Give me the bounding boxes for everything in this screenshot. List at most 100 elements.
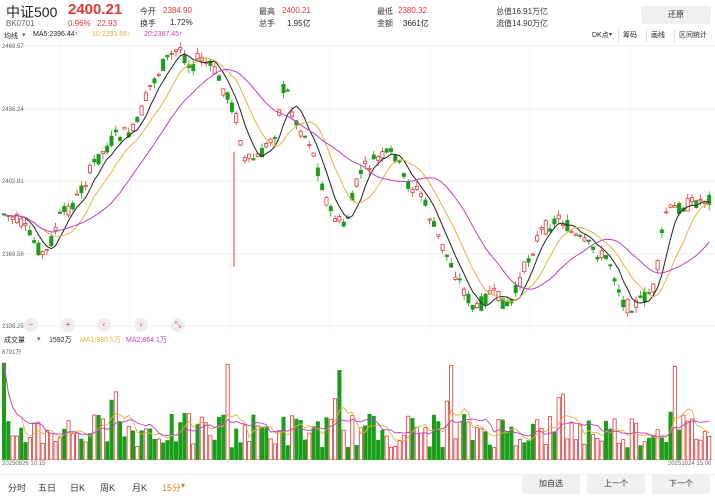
candle <box>659 227 664 239</box>
candle <box>195 47 200 62</box>
volume-bar <box>354 444 359 460</box>
candle <box>668 204 673 209</box>
zoom-in-button[interactable]: + <box>61 318 75 332</box>
volume-bar <box>45 429 50 460</box>
volume-bar <box>466 421 471 460</box>
volume-bar <box>216 417 221 460</box>
tab-weekly-k[interactable]: 周K <box>100 483 116 493</box>
volume-chart[interactable] <box>0 350 715 460</box>
volume-selector[interactable]: 成交量 <box>4 337 25 344</box>
volume-bar <box>604 420 609 460</box>
low-value: 2380.32 <box>398 6 427 15</box>
volume-bar <box>573 439 578 460</box>
candle <box>539 225 544 235</box>
volume-bar <box>79 438 84 460</box>
volume-bar <box>113 391 118 460</box>
volume-bar <box>569 422 574 460</box>
candle <box>45 249 50 256</box>
volume-bar <box>247 441 252 460</box>
amount-value: 3661亿 <box>403 19 429 28</box>
candle <box>513 280 518 297</box>
candle <box>156 72 161 78</box>
volume-bar <box>109 399 114 460</box>
tab-five-day[interactable]: 五日 <box>38 483 57 493</box>
candle <box>109 130 114 148</box>
volume-bar <box>548 416 553 460</box>
candle <box>672 201 677 208</box>
volume-legend: 成交量 ▾ 1592万 MA1:980.5万 MA2:864.1万 <box>0 333 715 345</box>
candle <box>694 199 699 209</box>
volume-bar <box>444 400 449 460</box>
candle <box>410 187 415 197</box>
candle <box>229 99 234 114</box>
candle <box>298 129 303 139</box>
zoom-out-button[interactable]: − <box>24 318 38 332</box>
volume-bar <box>595 438 600 460</box>
tab-daily-k[interactable]: 日K <box>70 483 86 493</box>
candle <box>548 224 553 233</box>
candle <box>122 126 127 130</box>
volume-dropdown-icon[interactable]: ▾ <box>37 336 41 343</box>
candle <box>522 261 527 274</box>
candle <box>311 152 316 157</box>
volume-bar <box>350 415 355 460</box>
tab-intraday[interactable]: 分时 <box>8 483 27 493</box>
candle <box>186 60 191 74</box>
volume-bar <box>53 441 58 460</box>
add-watchlist-button[interactable]: 加自选 <box>522 474 580 494</box>
volume-bar <box>165 440 170 460</box>
volume-bar <box>500 419 505 460</box>
tab-chips[interactable]: 筹码 <box>618 29 637 42</box>
candle <box>401 172 406 179</box>
turnover-label: 换手 <box>140 19 156 28</box>
candle <box>634 296 639 313</box>
candle <box>612 276 617 285</box>
next-button[interactable]: 下一个 <box>652 474 710 494</box>
candle <box>419 191 424 202</box>
candle <box>397 160 402 164</box>
previous-button[interactable]: 上一个 <box>587 474 645 494</box>
tab-draw-line[interactable]: 画线 <box>646 29 665 42</box>
scroll-right-button[interactable]: › <box>134 318 148 332</box>
candle <box>324 196 329 207</box>
volume-bar <box>393 445 398 460</box>
volume-bar <box>307 432 312 460</box>
volume-bar <box>685 420 690 460</box>
tab-15min-dropdown-icon[interactable]: ▾ <box>181 481 186 490</box>
volume-bar <box>608 428 613 460</box>
reset-button[interactable]: 还原 <box>641 6 711 24</box>
candle <box>333 215 338 222</box>
volume-bar <box>324 417 329 460</box>
volume-bar <box>302 439 307 460</box>
candle <box>53 222 58 235</box>
candle <box>573 232 578 237</box>
volume-bar <box>513 445 518 460</box>
candle <box>221 88 226 98</box>
volume-bar <box>341 429 346 460</box>
volume-ma2-line <box>3 363 710 437</box>
candle <box>384 148 389 155</box>
volume-bar <box>255 425 260 460</box>
volume-max-label: 6791万 <box>2 350 22 356</box>
float-market-value: 流值14.90万亿 <box>496 19 549 28</box>
volume-bar <box>135 445 140 460</box>
candlestick-chart[interactable] <box>0 42 715 332</box>
dk-dropdown-icon[interactable]: ▾ <box>609 32 613 38</box>
fullscreen-button[interactable]: ⤡ <box>171 318 185 332</box>
tab-15min[interactable]: 15分 <box>162 483 182 493</box>
candle <box>621 295 626 312</box>
tab-range-stats[interactable]: 区间统计 <box>674 29 707 42</box>
tab-dk-point[interactable]: DK点 <box>592 32 609 39</box>
tab-monthly-k[interactable]: 月K <box>132 483 148 493</box>
scroll-left-button[interactable]: ‹ <box>97 318 111 332</box>
volume-bar <box>702 431 707 460</box>
ma-selector[interactable]: 均线 <box>4 33 18 40</box>
volume-bar <box>161 442 166 460</box>
candle <box>66 203 71 218</box>
volume-bar <box>62 428 67 460</box>
dropdown-icon[interactable]: ▾ <box>22 32 26 39</box>
candle <box>474 300 479 310</box>
candle <box>79 180 84 199</box>
volume-bar <box>599 440 604 460</box>
candle <box>113 125 118 137</box>
